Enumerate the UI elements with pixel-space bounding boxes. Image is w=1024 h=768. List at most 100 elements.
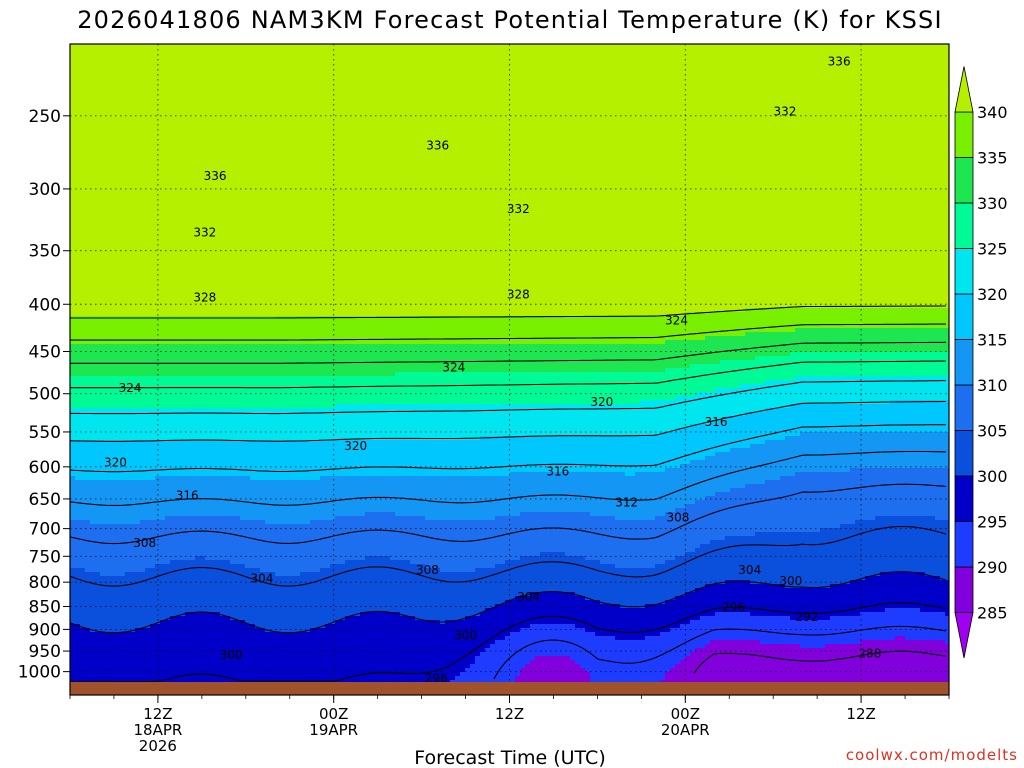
contour-line-296 [70, 602, 947, 683]
band-cell [800, 588, 806, 621]
colorbar-label: 290 [977, 558, 1008, 577]
band-cell [685, 428, 691, 465]
band-cell [370, 476, 376, 513]
band-cell [205, 560, 211, 613]
band-cell [780, 532, 786, 585]
band-cell [545, 592, 551, 625]
band-cell [920, 400, 926, 433]
band-cell [725, 492, 731, 537]
band-cell [945, 44, 949, 309]
band-cell [160, 408, 166, 441]
band-cell [585, 436, 591, 473]
band-cell [935, 44, 941, 309]
band-cell [595, 472, 601, 517]
band-cell [355, 440, 361, 477]
band-cell [400, 404, 406, 441]
band-cell [235, 620, 241, 695]
band-cell [930, 376, 936, 401]
band-cell [900, 44, 906, 309]
band-cell [890, 352, 896, 377]
band-cell [240, 620, 246, 695]
colorbar-label: 305 [977, 422, 1008, 441]
band-cell [945, 580, 949, 617]
band-cell [165, 376, 171, 409]
band-cell [305, 408, 311, 441]
contour-label: 320 [590, 395, 613, 409]
band-cell [585, 404, 591, 437]
band-cell [170, 616, 176, 695]
band-cell [110, 316, 116, 345]
band-cell [880, 572, 886, 613]
band-cell [510, 316, 516, 345]
band-cell [540, 624, 546, 657]
band-cell [770, 332, 776, 357]
band-cell [310, 440, 316, 481]
band-cell [365, 612, 371, 693]
band-cell [175, 376, 181, 409]
band-cell [730, 336, 736, 361]
band-cell [840, 644, 846, 695]
band-cell [540, 656, 546, 695]
band-cell [270, 376, 276, 409]
band-cell [900, 608, 906, 637]
band-cell [760, 616, 766, 645]
band-cell [795, 44, 801, 309]
band-cell [910, 608, 916, 641]
band-cell [230, 516, 236, 565]
band-cell [340, 620, 346, 695]
band-cell [720, 540, 726, 585]
band-cell [855, 376, 861, 405]
band-cell [320, 344, 326, 377]
band-cell [225, 408, 231, 441]
band-cell [340, 316, 346, 345]
band-cell [335, 404, 341, 441]
band-cell [115, 44, 121, 317]
band-cell [605, 636, 611, 695]
band-cell [695, 424, 701, 461]
band-cell [185, 408, 191, 441]
contour-line-328 [70, 360, 946, 389]
band-cell [605, 516, 611, 565]
band-cell [445, 372, 451, 405]
band-cell [335, 376, 341, 405]
band-cell [560, 44, 566, 317]
band-cell [490, 436, 496, 477]
band-cell [570, 404, 576, 437]
band-cell [505, 344, 511, 373]
band-cell [870, 44, 876, 309]
band-cell [600, 372, 606, 405]
band-cell [350, 440, 356, 477]
band-cell [170, 408, 176, 441]
band-cell [790, 380, 796, 405]
band-cell [705, 336, 711, 365]
band-cell [370, 440, 376, 477]
band-cell [215, 560, 221, 613]
band-cell [385, 512, 391, 557]
band-cell [445, 44, 451, 317]
band-cell [460, 372, 466, 405]
band-cell [250, 440, 256, 481]
band-cell [715, 492, 721, 541]
band-cell [675, 508, 681, 557]
band-cell [365, 404, 371, 441]
band-cell [610, 516, 616, 565]
band-cell [495, 640, 501, 695]
band-cell [445, 572, 451, 621]
band-cell [550, 472, 556, 513]
band-cell [480, 436, 486, 477]
contour-label: 316 [546, 464, 569, 478]
band-cell [365, 556, 371, 613]
band-cell [630, 372, 636, 405]
band-cell [310, 480, 316, 521]
band-cell [260, 628, 266, 695]
band-cell [640, 400, 646, 437]
band-cell [220, 440, 226, 477]
band-cell [85, 628, 91, 695]
band-cell [870, 328, 876, 353]
band-cell [465, 372, 471, 405]
band-cell [695, 648, 701, 695]
band-cell [880, 328, 886, 353]
band-cell [430, 316, 436, 345]
band-cell [925, 576, 931, 613]
band-cell [795, 472, 801, 533]
